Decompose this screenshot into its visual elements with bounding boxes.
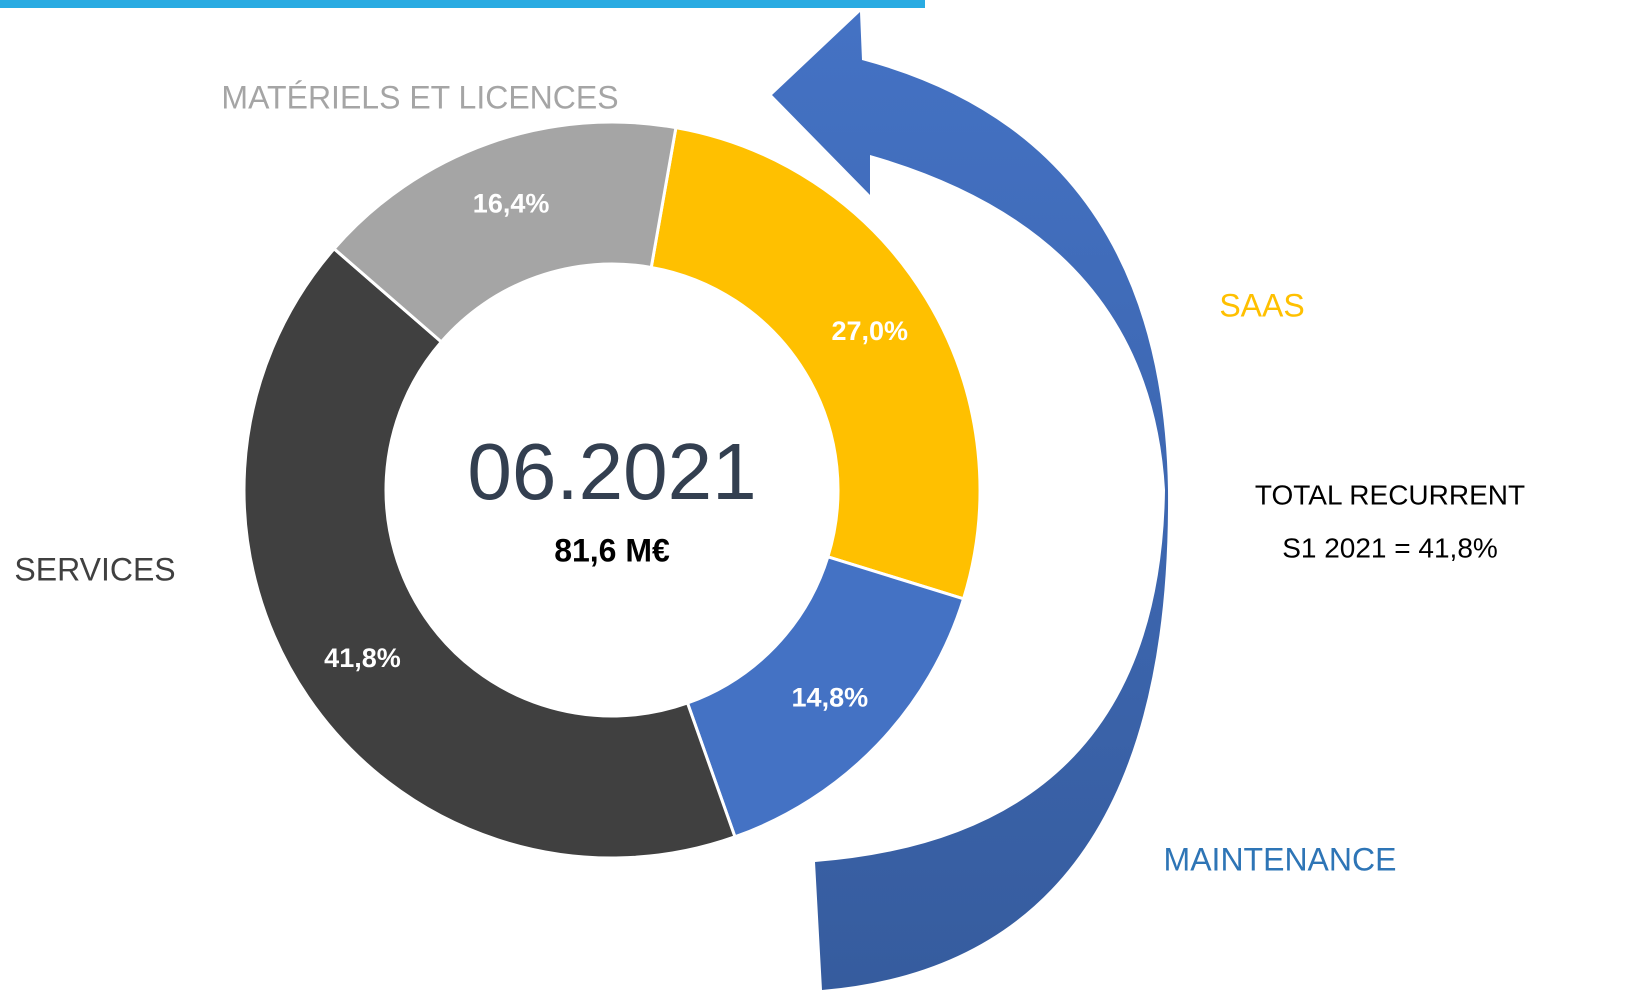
donut-segment — [242, 246, 737, 860]
donut-segment — [331, 120, 678, 344]
center-subtitle: 81,6 M€ — [554, 532, 670, 568]
donut-segment — [649, 125, 982, 601]
category-label: SERVICES — [14, 551, 175, 587]
value-label: 27,0% — [831, 316, 908, 346]
top-bar — [0, 0, 925, 8]
center-title: 06.2021 — [467, 427, 756, 516]
category-label: MATÉRIELS ET LICENCES — [221, 79, 618, 115]
annotation: TOTAL RECURRENT — [1255, 479, 1525, 510]
donut-segment — [685, 554, 966, 839]
cycle-arrow — [772, 12, 1169, 990]
annotation: S1 2021 = 41,8% — [1282, 532, 1498, 563]
value-label: 14,8% — [792, 682, 869, 712]
value-label: 16,4% — [473, 188, 550, 218]
value-label: 41,8% — [324, 643, 401, 673]
category-label: MAINTENANCE — [1164, 841, 1397, 877]
category-label: SAAS — [1219, 287, 1304, 323]
donut: 27,0% 14,8% 41,8% 16,4% — [242, 120, 982, 860]
